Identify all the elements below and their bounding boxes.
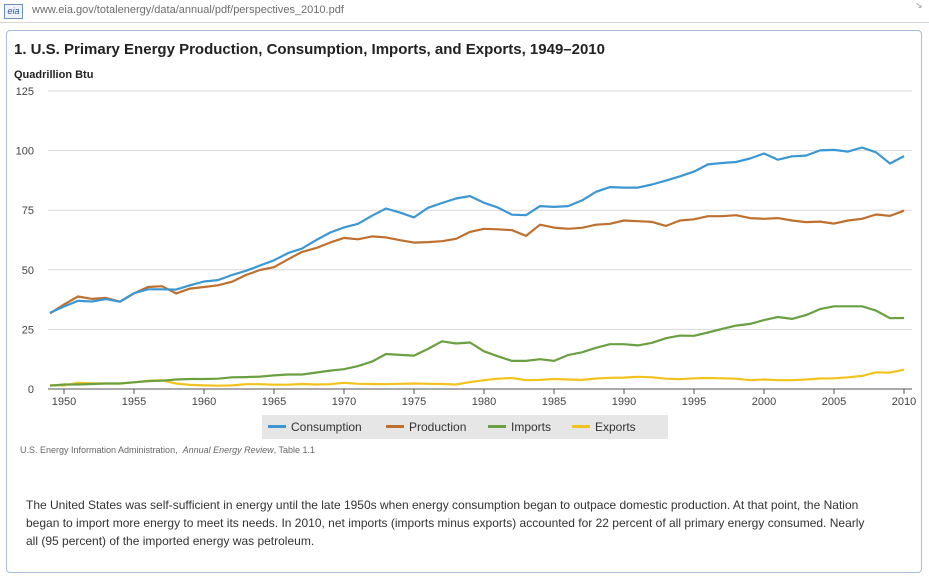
x-tick-label: 1960 bbox=[192, 396, 216, 408]
legend-item-imports: Imports bbox=[488, 420, 551, 434]
series-line-imports bbox=[49, 305, 905, 387]
x-tick-label: 2005 bbox=[822, 396, 846, 408]
legend-item-exports: Exports bbox=[572, 420, 636, 434]
x-tick-label: 1990 bbox=[612, 396, 636, 408]
imports-swatch-icon bbox=[488, 425, 506, 429]
series-line-exports bbox=[49, 368, 905, 387]
consumption-swatch-icon bbox=[268, 425, 286, 429]
url-text[interactable]: www.eia.gov/totalenergy/data/annual/pdf/… bbox=[32, 4, 344, 16]
x-tick-label: 1985 bbox=[542, 396, 566, 408]
x-tick-label: 1965 bbox=[262, 396, 286, 408]
exports-swatch-icon bbox=[572, 425, 590, 429]
legend-item-production: Production bbox=[386, 420, 466, 434]
series-lines bbox=[49, 146, 905, 387]
y-axis-unit-label: Quadrillion Btu bbox=[14, 69, 94, 81]
x-tick-label: 1980 bbox=[472, 396, 496, 408]
y-tick-label: 0 bbox=[28, 384, 34, 396]
y-tick-label: 25 bbox=[22, 324, 34, 336]
eia-favicon-icon: eia bbox=[4, 4, 23, 19]
y-tick-label: 50 bbox=[22, 265, 34, 277]
source-note: U.S. Energy Information Administration, … bbox=[20, 445, 315, 455]
legend-label: Production bbox=[409, 420, 467, 434]
legend-item-consumption: Consumption bbox=[268, 420, 362, 434]
description-paragraph: The United States was self-sufficient in… bbox=[26, 498, 865, 548]
x-tick-label: 1975 bbox=[402, 396, 426, 408]
x-tick-label: 2010 bbox=[892, 396, 916, 408]
y-axis-ticks: 0 25 50 75 100 125 bbox=[16, 86, 34, 396]
y-tick-label: 125 bbox=[16, 86, 34, 98]
source-publication: Annual Energy Review bbox=[182, 445, 274, 455]
address-bar[interactable]: eia www.eia.gov/totalenergy/data/annual/… bbox=[0, 0, 929, 23]
legend: Consumption Production Imports Exports bbox=[262, 415, 668, 439]
legend-label: Consumption bbox=[291, 420, 362, 434]
y-tick-label: 75 bbox=[22, 205, 34, 217]
x-tick-label: 2000 bbox=[752, 396, 776, 408]
gridlines bbox=[48, 90, 912, 390]
corner-mark-icon: ↘ bbox=[915, 0, 923, 10]
x-tick-label: 1955 bbox=[122, 396, 146, 408]
legend-label: Imports bbox=[511, 420, 552, 434]
source-table: , Table 1.1 bbox=[273, 445, 316, 455]
x-tick-label: 1950 bbox=[52, 396, 76, 408]
series-line-production bbox=[49, 209, 905, 315]
figure-panel bbox=[6, 30, 922, 573]
x-tick-label: 1995 bbox=[682, 396, 706, 408]
x-axis-ticks: 1950 1955 1960 1965 1970 1975 1980 1985 1990 1995… bbox=[52, 389, 916, 408]
source-prefix: U.S. Energy Information Administration, bbox=[20, 445, 178, 455]
legend-label: Exports bbox=[595, 420, 636, 434]
y-tick-label: 100 bbox=[16, 146, 34, 158]
chart-title: 1. U.S. Primary Energy Production, Consu… bbox=[14, 41, 605, 58]
production-swatch-icon bbox=[386, 425, 404, 429]
x-tick-label: 1970 bbox=[332, 396, 356, 408]
series-line-consumption bbox=[49, 146, 905, 314]
